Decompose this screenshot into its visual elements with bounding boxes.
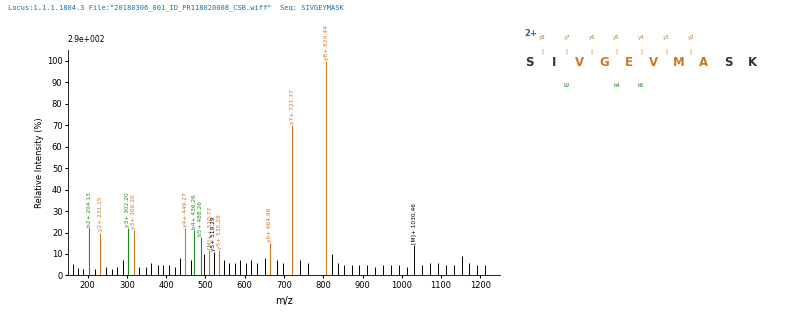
Text: y3: y3 <box>662 35 670 40</box>
X-axis label: m/z: m/z <box>275 295 293 305</box>
Text: K: K <box>748 56 758 69</box>
Text: y3+ 302.20: y3+ 302.20 <box>125 192 130 227</box>
Text: y5+ 519.29: y5+ 519.29 <box>211 216 216 251</box>
Text: y6: y6 <box>588 35 595 40</box>
Text: |: | <box>541 48 543 54</box>
Text: Locus:1.1.1.1804.3 File:"20180306_001_ID_PR118020008_CSB.wiff"  Seq: SIVGEYMASK: Locus:1.1.1.1804.3 File:"20180306_001_ID… <box>8 5 344 11</box>
Text: y2: y2 <box>687 35 694 40</box>
Text: y2+ 231.15: y2+ 231.15 <box>98 197 102 231</box>
Text: y5+ 535.29: y5+ 535.29 <box>217 214 222 249</box>
Text: y6+ 664.99: y6+ 664.99 <box>267 208 272 242</box>
Text: G: G <box>599 56 609 69</box>
Text: y7+ 721.37: y7+ 721.37 <box>290 90 294 124</box>
Text: |: | <box>665 48 667 54</box>
Text: |: | <box>690 48 692 54</box>
Text: A: A <box>698 56 708 69</box>
Text: V: V <box>649 56 658 69</box>
Y-axis label: Relative Intensity (%): Relative Intensity (%) <box>35 117 44 208</box>
Text: M: M <box>673 56 684 69</box>
Text: |: | <box>640 48 642 54</box>
Text: y8: y8 <box>538 35 546 40</box>
Text: b4+ 436.26: b4+ 436.26 <box>192 195 197 229</box>
Text: S: S <box>724 56 732 69</box>
Text: 2.9e+002: 2.9e+002 <box>68 35 106 44</box>
Text: b2+ 204.13: b2+ 204.13 <box>86 192 92 227</box>
Text: b5: b5 <box>638 83 645 88</box>
Text: y4: y4 <box>638 35 645 40</box>
Text: |: | <box>590 48 593 54</box>
Text: b4: b4 <box>613 83 620 88</box>
Text: S: S <box>526 56 534 69</box>
Text: b2: b2 <box>563 83 570 88</box>
Text: |: | <box>566 48 568 54</box>
Text: b5+ 488.26: b5+ 488.26 <box>198 201 203 236</box>
Text: |: | <box>615 48 618 54</box>
Text: y7: y7 <box>563 35 570 40</box>
Text: 2+: 2+ <box>524 28 537 38</box>
Text: y3+ 300.20: y3+ 300.20 <box>131 195 137 229</box>
Text: I: I <box>552 56 557 69</box>
Text: y5: y5 <box>613 35 620 40</box>
Text: y8+ 820.44: y8+ 820.44 <box>324 25 329 60</box>
Text: y4+ 449.27: y4+ 449.27 <box>183 192 188 227</box>
Text: [M]+ 1030.46: [M]+ 1030.46 <box>411 203 417 244</box>
Text: V: V <box>574 56 584 69</box>
Text: E: E <box>625 56 633 69</box>
Text: [M]++ 510.77: [M]++ 510.77 <box>207 206 212 249</box>
